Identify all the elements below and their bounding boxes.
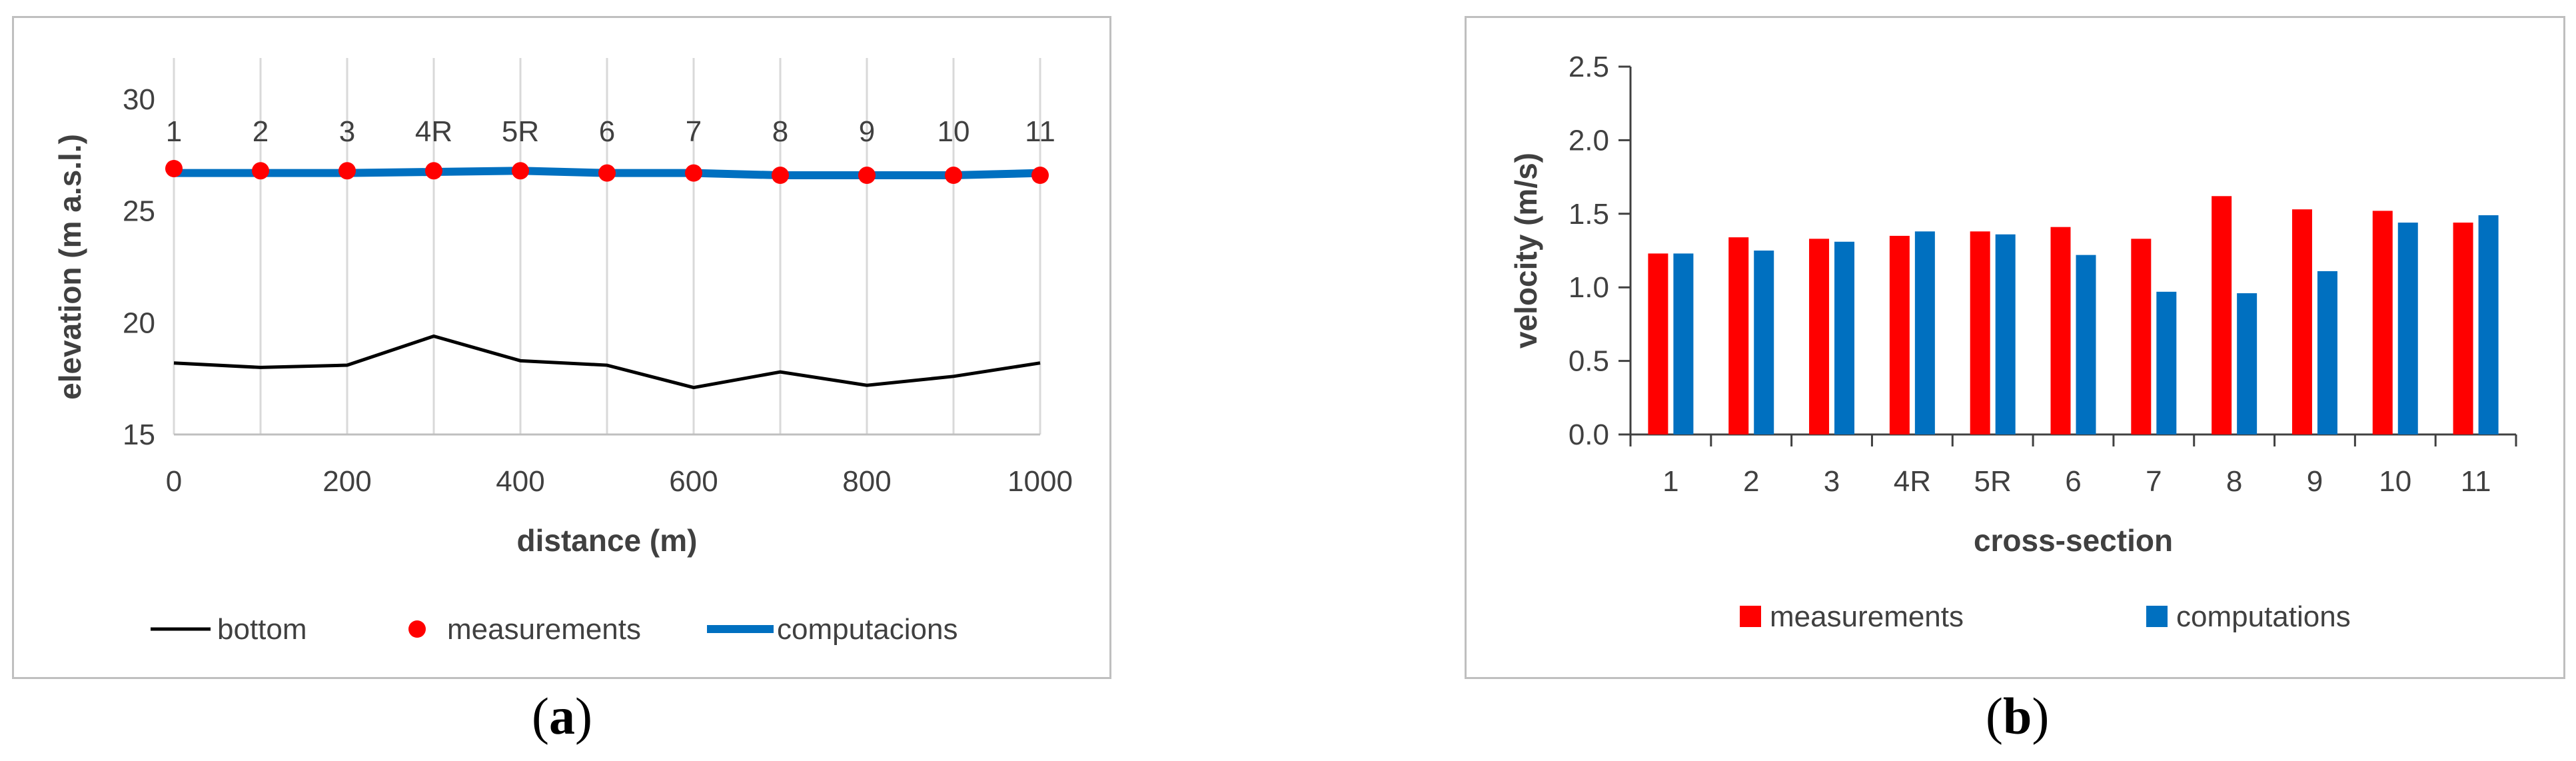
category-label-b-3: 4R — [1894, 465, 1931, 498]
bar-measurements-9 — [2372, 211, 2393, 434]
y-tick-label-b: 0.0 — [1569, 418, 1609, 451]
category-label-b-4: 5R — [1974, 465, 2012, 498]
point-label-a-4: 5R — [502, 115, 539, 148]
y-tick-label-b: 2.5 — [1569, 51, 1609, 83]
series-line-bottom — [173, 334, 1041, 390]
measurement-point-4 — [512, 162, 529, 180]
legend-label-bottom: bottom — [217, 613, 307, 646]
measurement-point-7 — [772, 167, 789, 185]
legend-label-measurements: measurements — [1770, 600, 1964, 633]
x-tick-label-a: 800 — [842, 465, 891, 498]
category-label-b-1: 2 — [1743, 465, 1759, 498]
bar-measurements-6 — [2131, 239, 2152, 434]
y-tick-label-a: 20 — [123, 307, 155, 339]
chart-b-frame: 0.0 0.5 1.0 1.5 2.0 2.5 1 2 3 4R 5R 6 7 8 9 10 11 cross-s… — [1465, 16, 2565, 679]
category-label-b-7: 8 — [2226, 465, 2242, 498]
x-tick-label-a: 200 — [322, 465, 371, 498]
measurement-point-3 — [425, 162, 442, 180]
chart-a-frame: 15 20 25 30 0 200 400 600 800 1000 distance (m) ele… — [12, 16, 1111, 679]
bar-computations-9 — [2397, 223, 2418, 434]
bar-measurements-2 — [1809, 239, 1830, 434]
measurement-point-6 — [685, 164, 702, 182]
legend-swatch-measurements — [1740, 606, 1761, 627]
measurement-point-10 — [1031, 167, 1049, 185]
y-axis-title-a: elevation (m a.s.l.) — [53, 134, 87, 400]
point-label-a-8: 9 — [859, 115, 875, 148]
legend-label-computacions: computacions — [777, 613, 958, 646]
point-label-a-10: 11 — [1025, 115, 1055, 148]
bar-measurements-8 — [2291, 209, 2312, 434]
bar-computations-2 — [1834, 241, 1855, 434]
bar-measurements-5 — [2050, 227, 2071, 434]
measurement-point-9 — [945, 167, 962, 185]
x-tick-label-a: 0 — [166, 465, 182, 498]
measurement-point-8 — [858, 167, 876, 185]
measurement-point-2 — [338, 162, 356, 180]
point-label-a-2: 3 — [339, 115, 355, 148]
category-label-b-2: 3 — [1824, 465, 1840, 498]
bar-computations-6 — [2156, 291, 2177, 434]
bar-measurements-4 — [1970, 231, 1990, 434]
bar-measurements-10 — [2453, 223, 2473, 434]
y-tick-label-b: 2.0 — [1569, 124, 1609, 157]
caption-b: (b) — [1986, 687, 2050, 745]
bar-computations-10 — [2478, 215, 2499, 434]
bar-computations-7 — [2237, 293, 2257, 434]
legend-label-computations: computations — [2176, 600, 2351, 633]
category-label-b-10: 11 — [2461, 465, 2491, 498]
caption-a: (a) — [532, 687, 592, 745]
point-label-a-6: 7 — [686, 115, 702, 148]
y-tick-label-b: 1.5 — [1569, 198, 1609, 231]
category-label-b-5: 6 — [2065, 465, 2081, 498]
y-tick-label-a: 15 — [123, 418, 155, 451]
bar-measurements-1 — [1728, 237, 1749, 434]
y-tick-label-a: 25 — [123, 195, 155, 228]
point-label-a-0: 1 — [166, 115, 182, 148]
point-label-a-1: 2 — [253, 115, 269, 148]
point-label-a-7: 8 — [772, 115, 788, 148]
measurement-point-5 — [598, 164, 616, 182]
category-label-b-0: 1 — [1662, 465, 1678, 498]
bar-computations-3 — [1914, 231, 1935, 434]
measurement-point-1 — [252, 162, 269, 180]
measurement-point-0 — [165, 159, 183, 177]
x-tick-label-a: 400 — [496, 465, 544, 498]
chart-b-svg: 0.0 0.5 1.0 1.5 2.0 2.5 1 2 3 4R 5R 6 7 8 9 10 11 cross-s… — [1509, 51, 2517, 633]
chart-a-svg: 15 20 25 30 0 200 400 600 800 1000 distance (m) ele… — [53, 58, 1073, 646]
y-tick-label-b: 0.5 — [1569, 345, 1609, 378]
legend-swatch-computations — [2146, 606, 2168, 627]
y-axis-title-b: velocity (m/s) — [1509, 153, 1543, 349]
bar-measurements-7 — [2212, 196, 2232, 434]
y-tick-label-b: 1.0 — [1569, 271, 1609, 304]
bar-computations-0 — [1673, 253, 1694, 434]
x-tick-label-a: 600 — [669, 465, 718, 498]
bar-computations-5 — [2076, 255, 2096, 434]
category-label-b-9: 10 — [2379, 465, 2411, 498]
point-label-a-3: 4R — [415, 115, 452, 148]
x-axis-title-b: cross-section — [1974, 523, 2173, 558]
bar-computations-8 — [2317, 271, 2337, 434]
point-label-a-5: 6 — [599, 115, 615, 148]
bar-measurements-0 — [1648, 253, 1668, 434]
point-label-a-9: 10 — [938, 115, 970, 148]
bar-computations-1 — [1754, 251, 1774, 434]
bar-computations-4 — [1995, 234, 2016, 434]
legend-label-measurements: measurements — [447, 613, 641, 646]
x-tick-label-a: 1000 — [1007, 465, 1073, 498]
legend-swatch-measurements — [408, 620, 426, 638]
category-label-b-6: 7 — [2146, 465, 2162, 498]
bar-measurements-3 — [1889, 235, 1910, 434]
x-axis-title-a: distance (m) — [517, 523, 698, 558]
category-label-b-8: 9 — [2307, 465, 2323, 498]
y-tick-label-a: 30 — [123, 83, 155, 116]
